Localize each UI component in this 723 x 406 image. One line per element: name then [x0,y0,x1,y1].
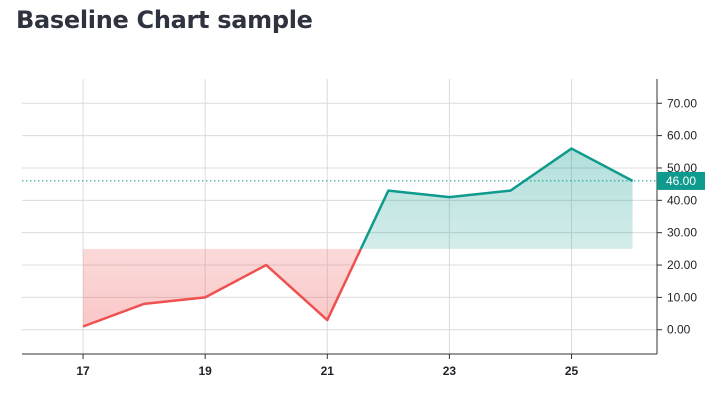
last-value-badge-text: 46.00 [666,174,696,188]
axes [22,79,662,359]
y-tick-label: 10.00 [667,290,697,304]
x-tick-label: 23 [443,364,457,378]
y-tick-label: 70.00 [667,96,697,110]
area-fills [83,148,633,327]
x-tick-label: 25 [565,364,579,378]
series-lines [22,147,657,328]
y-tick-label: 30.00 [667,226,697,240]
y-tick-label: 20.00 [667,258,697,272]
y-tick-label: 60.00 [667,129,697,143]
series-line-below-baseline [82,248,363,328]
page-title: Baseline Chart sample [16,6,313,34]
y-tick-label: 40.00 [667,193,697,207]
series-line-above-baseline [359,147,634,249]
y-tick-label: 0.00 [667,323,691,337]
area-above-baseline [83,148,633,249]
x-tick-label: 19 [198,364,212,378]
last-value-badge: 46.00 [657,171,705,190]
y-tick-label: 50.00 [667,161,697,175]
x-tick-label: 21 [321,364,335,378]
tick-labels: 0.00 10.00 20.00 30.00 40.00 50.00 60.00 70.00 1… [76,96,697,378]
x-tick-label: 17 [76,364,90,378]
last-value-badge-bg [657,171,705,190]
